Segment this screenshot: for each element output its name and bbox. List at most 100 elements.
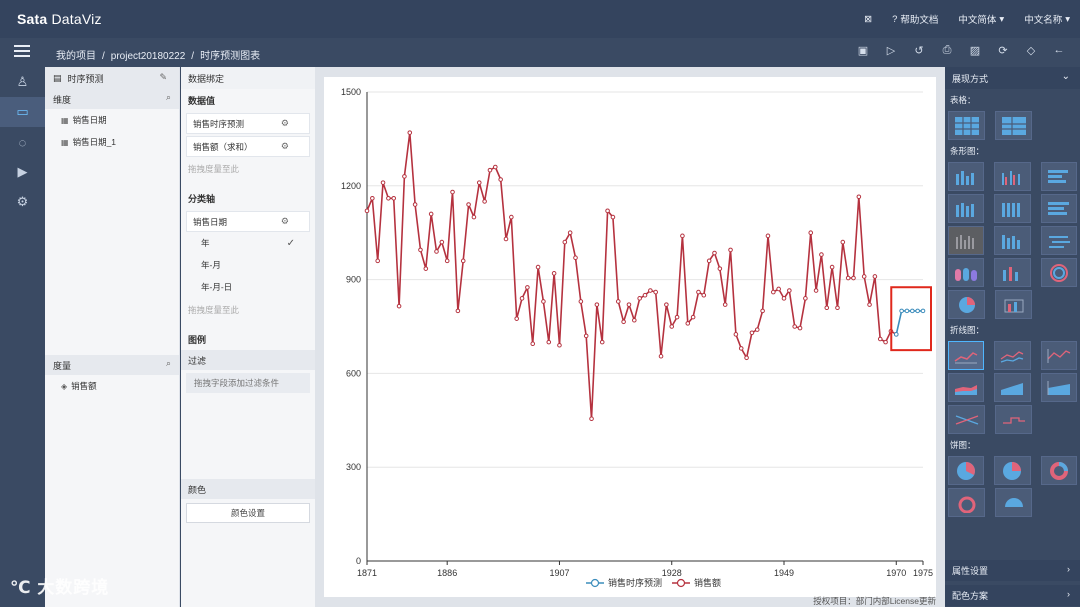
save-icon[interactable]: ▣ bbox=[857, 45, 869, 57]
dimension-field[interactable]: ▦ 销售日期_1 bbox=[61, 137, 117, 147]
measure-field[interactable]: ◈ 销售额 bbox=[61, 381, 97, 391]
stacked-hbar-option[interactable] bbox=[1040, 194, 1077, 223]
fullscreen-icon[interactable]: ⊠ bbox=[864, 13, 873, 25]
line-chart[interactable]: 0 300 600 900 1200 1500 1871 1886 1907 1928 1949 19… bbox=[324, 77, 936, 597]
waterfall-option[interactable] bbox=[994, 226, 1031, 255]
data-point bbox=[493, 164, 498, 170]
data-point bbox=[813, 288, 819, 293]
color-settings-button[interactable]: 颜色设置 bbox=[186, 503, 310, 523]
data-point bbox=[653, 289, 658, 295]
granularity-option-day[interactable]: 年-月-日 bbox=[201, 282, 233, 292]
breadcrumb-project[interactable]: project20180222 bbox=[110, 51, 186, 62]
colored-bar-option[interactable] bbox=[994, 258, 1031, 287]
nested-pie-option[interactable] bbox=[948, 488, 985, 517]
data-point bbox=[803, 296, 808, 301]
values-drop-zone[interactable]: 拖拽度量至此 bbox=[188, 164, 240, 174]
edit-icon[interactable]: ✎ bbox=[159, 72, 167, 82]
percent-bar-option[interactable] bbox=[994, 194, 1031, 223]
data-point bbox=[551, 271, 557, 276]
donut-chart-option[interactable] bbox=[1040, 456, 1077, 485]
crosstab-icon bbox=[1001, 116, 1026, 135]
search-icon[interactable]: ⌕ bbox=[165, 358, 171, 368]
user-icon[interactable]: ♙ bbox=[16, 74, 29, 89]
percent-area-option[interactable] bbox=[1040, 373, 1077, 402]
granularity-option-month[interactable]: 年-月 bbox=[201, 260, 221, 270]
play-circle-icon[interactable]: ▶ bbox=[17, 164, 28, 179]
data-point bbox=[696, 289, 701, 295]
area-chart-option[interactable] bbox=[948, 373, 985, 402]
gear-icon[interactable]: ⚙ bbox=[280, 141, 289, 151]
donut-icon bbox=[1049, 461, 1068, 480]
table-chart-option[interactable] bbox=[948, 111, 985, 140]
crosstab-chart-option[interactable] bbox=[995, 111, 1032, 140]
axis-drop-zone[interactable]: 拖拽度量至此 bbox=[188, 305, 240, 315]
data-point bbox=[418, 247, 423, 253]
data-point bbox=[877, 336, 883, 342]
display-header[interactable]: 展现方式 ⌄ bbox=[945, 67, 1080, 89]
dimension-field[interactable]: ▦ 销售日期 bbox=[61, 115, 107, 125]
menu-icon[interactable] bbox=[14, 45, 30, 59]
value-pill[interactable]: 销售时序预测 ⚙ bbox=[186, 113, 310, 134]
chart-area: 0 300 600 900 1200 1500 1871 1886 1907 1928 1949 19… bbox=[315, 67, 945, 607]
rose-chart-option[interactable] bbox=[994, 456, 1031, 485]
measure-label: 度量 bbox=[53, 360, 72, 371]
data-point bbox=[674, 314, 680, 320]
refresh-icon[interactable]: ⟳ bbox=[998, 45, 1008, 57]
line-chart-option[interactable] bbox=[948, 341, 985, 370]
stacked-area-option[interactable] bbox=[994, 373, 1031, 402]
data-point bbox=[904, 308, 910, 314]
play-icon[interactable]: ▷ bbox=[886, 45, 896, 57]
half-pie-icon bbox=[1004, 497, 1023, 507]
color-scheme[interactable]: 配色方案 › bbox=[945, 585, 1080, 606]
range-bar-option[interactable] bbox=[1040, 226, 1077, 255]
radial-bar-option[interactable] bbox=[1040, 258, 1077, 287]
polar-bar-option[interactable] bbox=[948, 290, 985, 319]
data-point bbox=[487, 167, 493, 173]
breadcrumb: 我的项目 / project20180222/时序预测图表 bbox=[56, 51, 261, 62]
gear-icon[interactable]: ⚙ bbox=[280, 118, 289, 128]
image-icon[interactable]: ▨ bbox=[969, 45, 981, 57]
grouped-bar-option[interactable] bbox=[994, 162, 1031, 191]
data-point bbox=[733, 332, 739, 337]
half-pie-option[interactable] bbox=[995, 488, 1032, 517]
refresh-circle-icon[interactable]: ◌ bbox=[18, 134, 27, 150]
data-point bbox=[535, 264, 541, 270]
granularity-option-year[interactable]: 年 ✓ bbox=[201, 237, 295, 249]
breadcrumb-home[interactable]: 我的项目 bbox=[56, 51, 96, 62]
data-point bbox=[915, 308, 920, 314]
print-icon[interactable]: ⎙ bbox=[942, 44, 952, 56]
attribute-settings[interactable]: 属性设置 › bbox=[945, 560, 1080, 581]
language-dropdown[interactable]: 中文简体 ▾ bbox=[958, 13, 1005, 27]
back-icon[interactable]: ← bbox=[1053, 44, 1065, 56]
horizontal-bar-option[interactable] bbox=[1040, 162, 1077, 191]
app-logo[interactable]: Sata DataViz bbox=[17, 11, 102, 27]
dual-axis-line-option[interactable] bbox=[1040, 341, 1077, 370]
rose-icon bbox=[1003, 461, 1022, 480]
gear-icon[interactable]: ⚙ bbox=[280, 216, 289, 226]
legend-label: 销售时序预测 bbox=[608, 577, 662, 588]
history-icon[interactable]: ↺ bbox=[914, 45, 924, 57]
tag-icon[interactable]: ◇ bbox=[1026, 45, 1036, 57]
axis-pill[interactable]: 销售日期 ⚙ bbox=[186, 211, 310, 232]
bar-ranking-option[interactable] bbox=[995, 290, 1032, 319]
data-point bbox=[428, 211, 434, 217]
cylinder-bar-option[interactable] bbox=[948, 258, 985, 287]
monitor-icon[interactable]: ▭ bbox=[0, 97, 45, 127]
step-line-option[interactable] bbox=[995, 405, 1032, 434]
pie-chart-option[interactable] bbox=[948, 456, 985, 485]
user-dropdown[interactable]: 中文名称 ▾ bbox=[1024, 13, 1070, 27]
stacked-bar-option[interactable] bbox=[948, 194, 985, 223]
multi-line-option[interactable] bbox=[994, 341, 1031, 370]
data-point bbox=[402, 174, 407, 179]
filter-drop-zone[interactable]: 拖拽字段添加过滤条件 bbox=[186, 373, 310, 393]
help-link[interactable]: ? 帮助文档 bbox=[892, 12, 938, 27]
chevron-right-icon: › bbox=[1067, 564, 1070, 574]
data-point bbox=[706, 258, 712, 264]
slope-line-option[interactable] bbox=[948, 405, 985, 434]
bar-chart-option[interactable] bbox=[948, 162, 985, 191]
bar-line-option[interactable] bbox=[948, 226, 985, 255]
data-point bbox=[701, 292, 707, 298]
search-icon[interactable]: ⌕ bbox=[165, 92, 171, 102]
value-pill[interactable]: 销售额（求和） ⚙ bbox=[186, 136, 310, 157]
settings-icon[interactable]: ⚙ bbox=[16, 194, 29, 209]
